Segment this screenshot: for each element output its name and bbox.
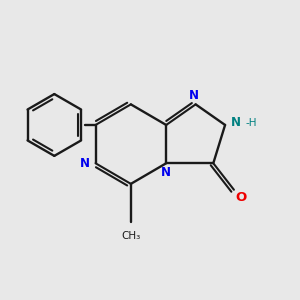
Text: N: N [80, 157, 90, 170]
Text: O: O [236, 190, 247, 204]
Text: N: N [231, 116, 241, 128]
Text: -H: -H [245, 118, 257, 128]
Text: N: N [161, 166, 171, 179]
Text: N: N [189, 89, 199, 102]
Text: CH₃: CH₃ [121, 231, 140, 241]
